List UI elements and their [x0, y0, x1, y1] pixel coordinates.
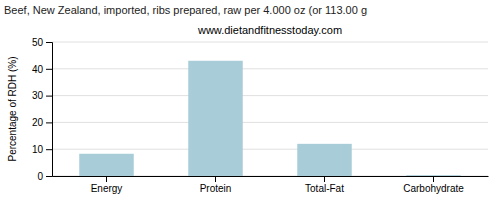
tick-mark	[46, 122, 52, 123]
tick: 50	[32, 37, 52, 48]
tick-mark	[324, 176, 325, 182]
tick-label: Energy	[91, 183, 123, 194]
grid-line	[52, 95, 488, 96]
tick-label: Carbohydrate	[403, 183, 464, 194]
bar	[188, 61, 243, 176]
tick-mark	[46, 176, 52, 177]
tick-label: 50	[32, 37, 44, 48]
tick: 0	[37, 171, 52, 182]
title: Beef, New Zealand, imported, ribs prepar…	[4, 4, 367, 16]
tick: Energy	[91, 176, 123, 194]
tick-mark	[106, 176, 107, 182]
grid-line	[52, 149, 488, 150]
bar	[297, 144, 352, 176]
tick: 20	[32, 117, 52, 128]
tick: Protein	[200, 176, 232, 194]
x-axis: Energy Protein Total-Fat Carbohydrate	[53, 176, 489, 194]
subtitle: www.dietandfitnesstoday.com	[197, 24, 342, 36]
tick: 40	[32, 64, 52, 75]
tick-mark	[46, 42, 52, 43]
tick-label: Protein	[200, 183, 232, 194]
tick-label: 40	[32, 64, 44, 75]
bar	[406, 175, 461, 176]
bars	[79, 61, 461, 176]
bar	[79, 154, 134, 176]
chart: Beef, New Zealand, imported, ribs prepar…	[0, 0, 500, 200]
tick: 10	[32, 144, 52, 155]
tick-label: 20	[32, 117, 44, 128]
tick-mark	[46, 96, 52, 97]
grid	[52, 42, 488, 176]
tick: Total-Fat	[305, 176, 344, 194]
plot: www.dietandfitnesstoday.com Energy Protein…	[7, 24, 489, 194]
y-axis: 0 10 20 30 40 50	[32, 37, 53, 182]
tick-mark	[215, 176, 216, 182]
tick-label: Total-Fat	[305, 183, 344, 194]
tick-mark	[46, 69, 52, 70]
tick-mark	[433, 176, 434, 182]
tick-label: 0	[37, 171, 43, 182]
axis-domain	[53, 176, 489, 177]
tick-label: 10	[32, 144, 44, 155]
tick: Carbohydrate	[403, 176, 464, 194]
tick: 30	[32, 90, 52, 101]
tick-mark	[46, 149, 52, 150]
tick-label: 30	[32, 90, 44, 101]
y-axis-title: Percentage of RDH (%)	[7, 56, 18, 161]
grid-line	[52, 42, 488, 43]
grid-line	[52, 68, 488, 69]
grid-line	[52, 122, 488, 123]
axis-domain	[46, 43, 53, 177]
